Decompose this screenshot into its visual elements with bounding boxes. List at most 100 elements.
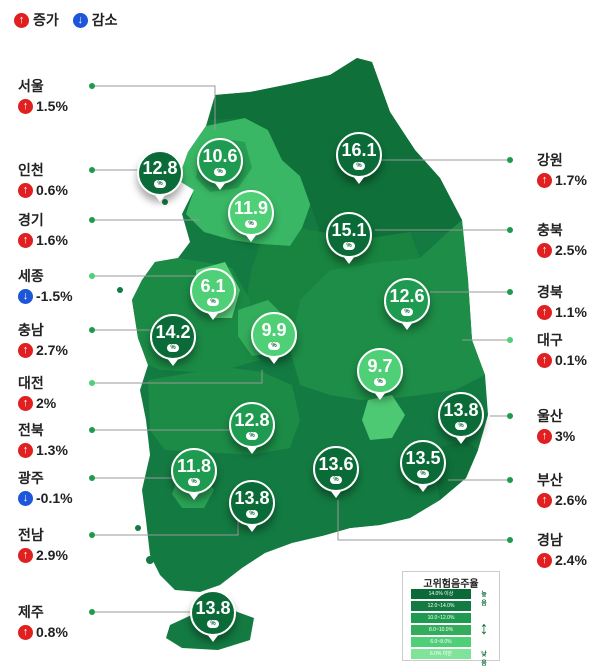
island	[117, 287, 123, 293]
region-name: 경남	[537, 532, 563, 548]
pin-unit: %	[455, 421, 467, 430]
region-name: 강원	[537, 152, 563, 168]
arrow-up-icon: ↑	[537, 552, 552, 568]
region-change: 0.6%	[36, 182, 68, 198]
arrow-up-icon: ↑	[18, 395, 33, 411]
pin-unit: %	[188, 477, 200, 486]
pin-value: 6.1	[200, 275, 226, 296]
pin-gyeongnam: 13.6%	[313, 446, 359, 498]
scale-axis: 높음 ↕ 낮음	[479, 589, 489, 667]
pin-gyeongbuk: 12.6%	[384, 278, 430, 330]
region-name: 부산	[537, 472, 563, 488]
pin-gyeonggi: 11.9%	[228, 190, 274, 242]
region-change: -1.5%	[36, 288, 73, 304]
region-label-jeonbuk: 전북 ↑ 1.3%	[18, 420, 68, 460]
pin-unit: %	[343, 241, 355, 250]
region-change: 2.6%	[555, 492, 587, 508]
arrow-up-icon: ↑	[537, 352, 552, 368]
pin-ulsan: 13.8%	[438, 392, 484, 444]
pin-value: 15.1	[331, 219, 367, 240]
region-label-gyeongnam: 경남 ↑ 2.4%	[537, 530, 587, 570]
pin-unit: %	[154, 179, 166, 188]
leader-lines	[92, 85, 510, 613]
pin-unit: %	[401, 307, 413, 316]
pin-value: 12.8	[234, 409, 270, 430]
pin-jeonbuk: 12.8%	[229, 402, 275, 454]
pin-jeonnam: 13.8%	[229, 480, 275, 532]
arrow-up-icon: ↑	[18, 624, 33, 640]
arrow-up-icon: ↑	[18, 232, 33, 248]
region-name: 대구	[537, 332, 563, 348]
region-name: 전북	[18, 422, 44, 438]
scale-bar: 8.0~10.0%	[411, 625, 471, 635]
pin-unit: %	[417, 469, 429, 478]
arrow-up-icon: ↑	[18, 342, 33, 358]
region-name: 충북	[537, 222, 563, 238]
legend: ↑ 증가 ↓ 감소	[14, 10, 118, 30]
region-label-sejong: 세종 ↓ -1.5%	[18, 266, 73, 306]
pin-value: 9.7	[367, 355, 393, 376]
region-label-daejeon: 대전 ↑ 2%	[18, 373, 56, 413]
arrow-down-icon: ↓	[18, 288, 33, 304]
legend-decrease-label: 감소	[91, 12, 118, 28]
pin-unit: %	[268, 341, 280, 350]
region-change: 2%	[36, 395, 57, 411]
pin-value: 11.9	[233, 197, 269, 218]
pin-unit: %	[207, 619, 219, 628]
region-change: 1.1%	[555, 304, 587, 320]
color-scale-legend: 고위험음주율 14.0% 이상 12.0~14.0% 10.0~12.0% 8.…	[402, 571, 500, 667]
pin-value: 13.5	[405, 447, 441, 468]
arrow-up-icon: ↑	[537, 492, 552, 508]
island	[135, 525, 141, 531]
gyeongnam-shape	[290, 405, 440, 536]
region-label-busan: 부산 ↑ 2.6%	[537, 470, 587, 510]
region-change: 0.1%	[555, 352, 587, 368]
pin-chungbuk: 15.1%	[326, 212, 372, 264]
pin-value: 13.8	[195, 597, 231, 618]
region-name: 제주	[18, 604, 44, 620]
region-name: 경북	[537, 284, 563, 300]
pin-unit: %	[246, 431, 258, 440]
region-name: 충남	[18, 322, 44, 338]
pin-value: 12.6	[389, 285, 425, 306]
jeonbuk-shape	[148, 368, 300, 455]
region-name: 대전	[18, 375, 44, 391]
legend-decrease: ↓ 감소	[72, 10, 118, 30]
region-label-jeju: 제주 ↑ 0.8%	[18, 602, 68, 642]
pin-value: 13.8	[234, 487, 270, 508]
pin-unit: %	[330, 475, 342, 484]
region-change: 2.5%	[555, 242, 587, 258]
region-change: 3%	[555, 428, 576, 444]
scale-top-label: 높음	[481, 592, 487, 607]
arrow-up-icon: ↑	[537, 428, 552, 444]
daegu-shape	[362, 395, 405, 440]
pin-unit: %	[353, 161, 365, 170]
scale-bar: 14.0% 이상	[411, 589, 471, 599]
pin-sejong: 6.1%	[190, 268, 236, 320]
pin-unit: %	[167, 343, 179, 352]
pin-unit: %	[246, 509, 258, 518]
scale-bar: 10.0~12.0%	[411, 613, 471, 623]
arrow-up-icon: ↑	[537, 172, 552, 188]
legend-increase: ↑ 증가	[14, 10, 59, 30]
region-label-jeonnam: 전남 ↑ 2.9%	[18, 525, 68, 565]
region-change: 1.3%	[36, 442, 68, 458]
region-label-gyeongbuk: 경북 ↑ 1.1%	[537, 282, 587, 322]
region-change: 1.6%	[36, 232, 68, 248]
region-change: 2.4%	[555, 552, 587, 568]
region-label-gyeonggi: 경기 ↑ 1.6%	[18, 210, 68, 250]
region-name: 세종	[18, 268, 44, 284]
region-label-gwangju: 광주 ↓ -0.1%	[18, 468, 73, 508]
arrow-down-icon: ↓	[18, 490, 33, 506]
arrow-up-icon: ↑	[537, 304, 552, 320]
region-label-gangwon: 강원 ↑ 1.7%	[537, 150, 587, 190]
pin-incheon: 12.8%	[137, 150, 183, 202]
region-label-chungnam: 충남 ↑ 2.7%	[18, 320, 68, 360]
region-change: -0.1%	[36, 490, 73, 506]
pin-value: 9.9	[261, 319, 287, 340]
pin-value: 13.6	[318, 453, 354, 474]
scale-bottom-label: 낮음	[481, 652, 487, 667]
arrow-up-icon: ↑	[537, 242, 552, 258]
arrow-up-icon: ↑	[18, 547, 33, 563]
